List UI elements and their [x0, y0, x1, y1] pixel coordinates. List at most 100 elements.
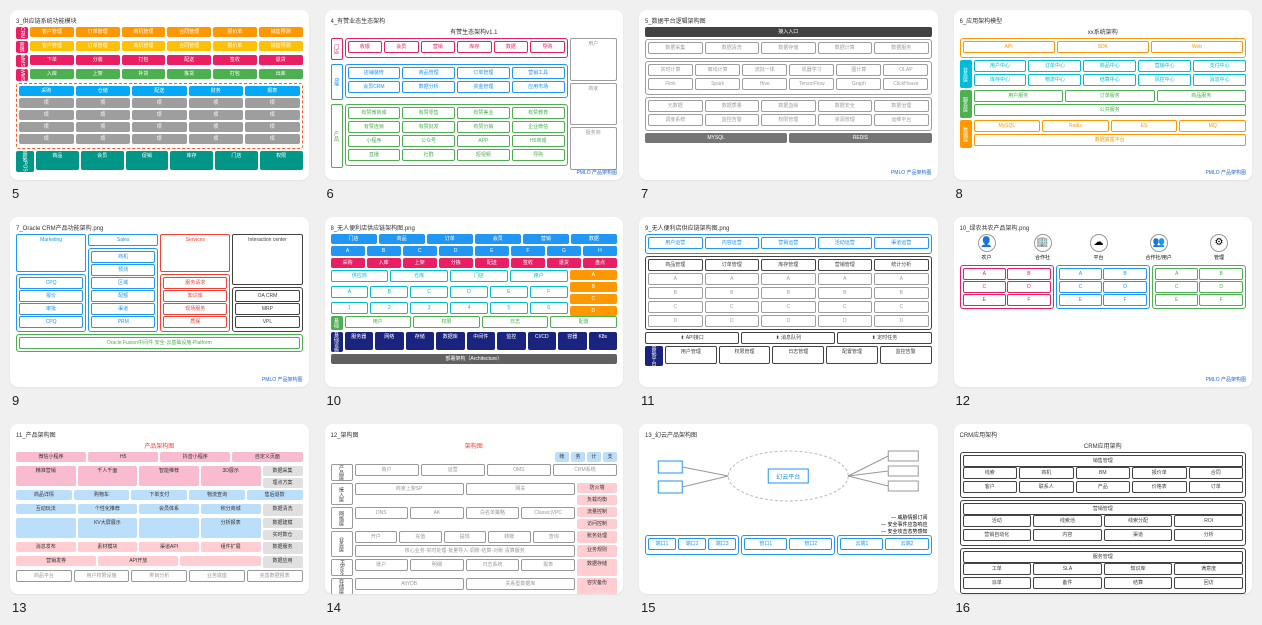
cell: 营销中心 — [1138, 60, 1191, 72]
cell: 配送 — [167, 55, 211, 65]
cell: 流批一体 — [742, 64, 787, 76]
cell: 数据清洗 — [705, 42, 760, 54]
cell: 组件扩展 — [201, 542, 261, 552]
thumbnail-number: 8 — [954, 186, 1253, 201]
cell: 帐 — [555, 452, 569, 462]
cell: 用户 — [510, 270, 568, 282]
cell: CRM系统 — [553, 464, 617, 476]
cell: 实时计算 — [648, 64, 693, 76]
section-label: 门店 — [331, 38, 343, 60]
cell: D — [648, 315, 703, 327]
thumbnail-card[interactable]: CRM应用架构CRM应用架构销售管理线索商机BM报价单合同客户联系人产品价格表订… — [954, 424, 1253, 615]
cell: 数据质量 — [705, 100, 760, 112]
cell: 库存管理 — [761, 259, 816, 271]
footer-link[interactable]: PMLO 产品架构图 — [891, 169, 932, 176]
cell: 促销 — [126, 151, 169, 170]
diagram-header: xx系统架构 — [960, 27, 1247, 36]
cell: D — [570, 306, 617, 316]
cell: A — [1155, 268, 1199, 280]
cell: 数据底座平台 — [974, 134, 1247, 146]
cell: 销售预测 — [259, 41, 303, 51]
thumbnail-card[interactable]: 5_数据平台逻辑架构图接入入口数据采集数据清洗数据存储数据计算数据服务实时计算离… — [639, 10, 938, 201]
cell: 5 — [490, 302, 528, 314]
cell: F — [530, 286, 568, 298]
cell: 知识库 — [1104, 563, 1173, 575]
thumbnail-card[interactable]: 10_绿农共农产品架构.png👤农户🏢合作社☁平台👥合作社/用户⚙管理ABCDE… — [954, 217, 1253, 408]
cell: 转账 — [488, 531, 531, 543]
thumbnail-card[interactable]: 8_无人便利店供应链架构图.png门店商品订单会员营销数据ABCDEFGH采购入… — [325, 217, 624, 408]
thumbnail-card[interactable]: 3_供应链系统功能模块CRM客户管理订单管理商机管理合同管理报价单销售预测营销客… — [10, 10, 309, 201]
cell: OA CRM — [235, 290, 299, 302]
cell: F — [1007, 294, 1051, 306]
cell: 客户管理 — [30, 27, 74, 37]
cell: 门店 — [331, 234, 377, 244]
thumbnail-card[interactable]: 9_无人便利店供应链架构图.png用户运营内容运营营销运营活动运营渠道运营商品管… — [639, 217, 938, 408]
thumbnail-number: 14 — [325, 600, 624, 615]
cell: 有赞连锁 — [348, 121, 401, 133]
cell: E — [963, 294, 1007, 306]
cell: 下单 — [30, 55, 74, 65]
cell: 数据库 — [436, 332, 465, 350]
cell: 采购 — [331, 258, 365, 268]
cell: 风控中心 — [1138, 74, 1191, 86]
cell: 项 — [245, 134, 300, 144]
cell: TensorFlow — [789, 78, 834, 90]
cell: 商品管理 — [648, 259, 703, 271]
thumbnail-card[interactable]: 6_应用架构模型xx系统架构APISDKWeb业务层用户中心订单中心商品中心营销… — [954, 10, 1253, 201]
cell: 出库 — [259, 69, 303, 79]
cell: D — [439, 246, 473, 256]
section-label: CRM — [16, 27, 28, 39]
cell: 容器 — [558, 332, 587, 350]
thumbnail-card[interactable]: 13_幻云产品架构图幻云平台— 威胁情报订阅— 安全事件应急响应— 安全攻击态势… — [639, 424, 938, 615]
thumbnail: 13_幻云产品架构图幻云平台— 威胁情报订阅— 安全事件应急响应— 安全攻击态势… — [639, 424, 938, 594]
cell: 备件 — [1033, 577, 1102, 589]
cell: H — [583, 246, 617, 256]
cell: 6 — [530, 302, 568, 314]
cell: 派单 — [963, 577, 1032, 589]
cell: 报价 — [19, 290, 83, 302]
cell: 商品服务 — [1157, 90, 1247, 102]
cell: AliYDB — [355, 578, 464, 590]
cell: 云端1 — [840, 538, 883, 550]
cell: 订单 — [1189, 481, 1244, 493]
cell: 内容 — [1033, 529, 1102, 541]
footer-link[interactable]: PMLO 产品架构图 — [1205, 376, 1246, 383]
cell: 知识库 — [163, 290, 227, 302]
cell: 数据治理 — [874, 100, 929, 112]
diagram-title: 13_幻云产品架构图 — [645, 430, 932, 439]
cell: 机器学习 — [789, 64, 834, 76]
cell: 合同管理 — [167, 27, 211, 37]
cell: 项 — [132, 122, 187, 132]
footer-link[interactable]: PMLO 产品架构图 — [1205, 169, 1246, 176]
cell: 商品 — [36, 151, 79, 170]
cell: 商机管理 — [122, 27, 166, 37]
cell: D — [705, 315, 760, 327]
cell: 明细 — [410, 559, 464, 571]
diagram-title: 5_数据平台逻辑架构图 — [645, 16, 932, 25]
cell: 订单服务 — [1065, 90, 1155, 102]
thumbnail-card[interactable]: 12_架构图架构图帐务计支产品层商户运营OMSCRM系统接入层商家上架SP网关防… — [325, 424, 624, 615]
thumbnail-card[interactable]: 7_Oracle CRM产品功能架构.pngMarketingCPQ报价审批CP… — [10, 217, 309, 408]
cell: 项 — [189, 134, 244, 144]
cell: 内容运营 — [705, 237, 760, 249]
cell: 会员CRM — [348, 81, 401, 93]
cell: 务 — [571, 452, 585, 462]
thumbnail-card[interactable]: 11_产品架构图产品架构图微信小程序H5抖音小程序自定义页面精准营销千人千面智能… — [10, 424, 309, 615]
footer-link[interactable]: PMLO 产品架构图 — [262, 376, 303, 383]
cell: 3 — [410, 302, 448, 314]
cell: C — [570, 294, 617, 304]
cell: 订单中心 — [1028, 60, 1081, 72]
cell: 入库 — [367, 258, 401, 268]
cell: ES — [1111, 120, 1178, 132]
thumbnail-card[interactable]: 4_有赞业态生态架构有赞生态架构v1.1门店收银会员营销库存数据导购B端店铺装修… — [325, 10, 624, 201]
cell: C — [403, 246, 437, 256]
cell: A — [331, 246, 365, 256]
cell: ⬍ API接口 — [645, 332, 739, 344]
thumbnail: 11_产品架构图产品架构图微信小程序H5抖音小程序自定义页面精准营销千人千面智能… — [10, 424, 309, 594]
cell: 物流中心 — [1028, 74, 1081, 86]
cell: 产品 — [1076, 481, 1131, 493]
cell: 小程序 — [348, 135, 401, 147]
cell: SDK — [1057, 41, 1149, 53]
footer-link[interactable]: PMLO 产品架构图 — [576, 169, 617, 176]
cell: 数据存储 — [761, 42, 816, 54]
